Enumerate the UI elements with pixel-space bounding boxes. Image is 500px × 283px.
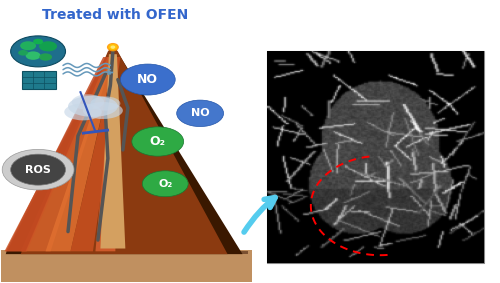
Ellipse shape (72, 94, 104, 110)
Text: ROS: ROS (25, 165, 51, 175)
Text: NO: NO (138, 73, 158, 86)
FancyBboxPatch shape (268, 52, 484, 263)
Polygon shape (6, 251, 248, 254)
Polygon shape (4, 57, 110, 251)
Circle shape (132, 127, 184, 156)
Circle shape (18, 50, 28, 55)
Circle shape (26, 52, 40, 60)
Circle shape (2, 149, 74, 190)
Ellipse shape (107, 43, 119, 52)
Polygon shape (70, 57, 120, 251)
Circle shape (39, 41, 57, 52)
Polygon shape (46, 57, 115, 251)
Ellipse shape (90, 97, 120, 111)
Polygon shape (6, 44, 242, 254)
Circle shape (142, 171, 188, 197)
Text: Limited infarcted area
with good blood perfusion: Limited infarcted area with good blood p… (298, 233, 472, 264)
Ellipse shape (110, 46, 116, 49)
Polygon shape (100, 54, 126, 248)
Polygon shape (0, 250, 252, 282)
Circle shape (20, 41, 36, 50)
Circle shape (176, 100, 224, 127)
Circle shape (10, 36, 66, 67)
Text: O₂: O₂ (150, 135, 166, 148)
Ellipse shape (108, 44, 118, 50)
Ellipse shape (68, 96, 118, 117)
Polygon shape (20, 57, 114, 251)
Text: O₂: O₂ (158, 179, 172, 189)
Circle shape (33, 39, 43, 44)
Polygon shape (6, 57, 108, 251)
FancyBboxPatch shape (22, 71, 56, 89)
Circle shape (10, 154, 66, 185)
Polygon shape (20, 46, 228, 254)
Text: NO: NO (191, 108, 210, 118)
Circle shape (39, 53, 52, 61)
Polygon shape (96, 57, 118, 251)
Ellipse shape (83, 102, 123, 119)
Text: Treated with OFEN: Treated with OFEN (42, 8, 188, 22)
Circle shape (120, 64, 175, 95)
Ellipse shape (64, 104, 102, 120)
